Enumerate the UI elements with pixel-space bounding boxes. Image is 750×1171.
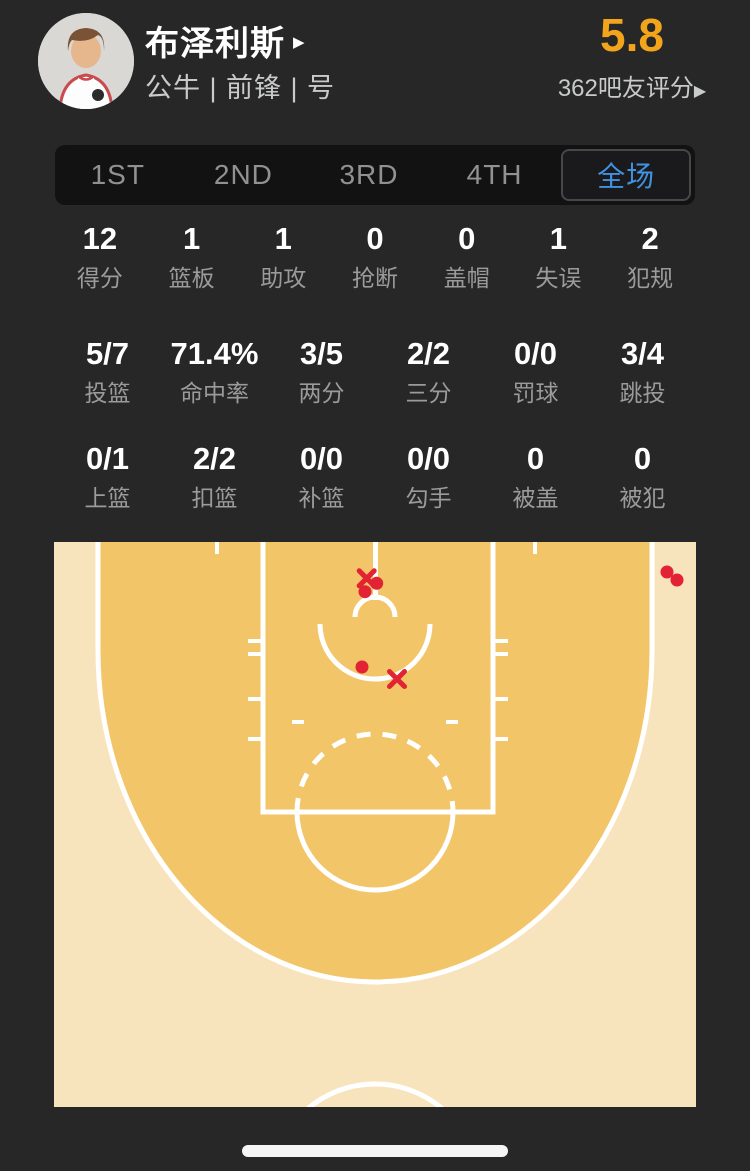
court-diagram xyxy=(54,536,696,1171)
stat-label: 失误 xyxy=(535,265,582,291)
shot-chart xyxy=(54,536,696,1171)
tab-1st[interactable]: 1ST xyxy=(90,159,145,190)
stat-3pt: 2/2 三分 xyxy=(375,336,482,407)
stat-label: 投篮 xyxy=(84,380,131,406)
tab-3rd[interactable]: 3RD xyxy=(339,159,399,190)
missed-shot-marker xyxy=(387,669,407,689)
stat-label: 篮板 xyxy=(168,265,215,291)
stat-value: 5/7 xyxy=(85,336,130,371)
stat-value: 2/2 xyxy=(406,336,451,371)
stat-label: 盖帽 xyxy=(443,265,490,291)
stat-value: 0/0 xyxy=(406,441,451,476)
stat-label: 抢断 xyxy=(351,265,398,291)
made-shot-marker xyxy=(670,573,684,587)
stat-value: 3/5 xyxy=(299,336,344,371)
made-shot-marker xyxy=(370,576,384,590)
stat-value: 12 xyxy=(82,221,118,256)
center-circle-arc xyxy=(269,1081,481,1171)
lane-hash-marks xyxy=(248,639,508,741)
rating-arrow-icon: ▶ xyxy=(693,83,707,100)
stat-value: 71.4% xyxy=(170,336,259,371)
home-indicator[interactable] xyxy=(242,1145,508,1157)
rating-block[interactable]: 5.8 362吧友评分▶ xyxy=(552,10,712,103)
tab-2nd[interactable]: 2ND xyxy=(213,159,273,190)
stat-assists: 1 助攻 xyxy=(237,221,329,292)
stat-blocked: 0 被盖 xyxy=(482,441,589,512)
player-avatar[interactable] xyxy=(38,13,134,109)
stat-value: 3/4 xyxy=(620,336,665,371)
player-name: 布泽利斯 xyxy=(145,24,285,63)
stat-value: 0/1 xyxy=(85,441,130,476)
stat-putback: 0/0 补篮 xyxy=(268,441,375,512)
rim-arch xyxy=(352,594,398,618)
stat-value: 0/0 xyxy=(513,336,558,371)
stat-label: 勾手 xyxy=(405,485,452,511)
stat-value: 0 xyxy=(366,221,384,256)
player-name-row[interactable]: 布泽利斯 ▶ xyxy=(145,20,305,63)
three-point-line xyxy=(95,542,655,985)
quarter-tabbar: 1ST 2ND 3RD 4TH 全场 xyxy=(55,145,695,205)
stat-steals: 0 抢断 xyxy=(329,221,421,292)
player-team-position: 公牛 | 前锋 | 号 xyxy=(145,73,336,103)
stat-jumpshot: 3/4 跳投 xyxy=(589,336,696,407)
made-shot-marker xyxy=(358,585,372,599)
stat-layup: 0/1 上篮 xyxy=(54,441,161,512)
stat-fg-pct: 71.4% 命中率 xyxy=(161,336,268,407)
stat-label: 上篮 xyxy=(84,485,131,511)
stat-fouls: 2 犯规 xyxy=(604,221,696,292)
free-throw-circle-bottom xyxy=(294,811,456,893)
stat-label: 命中率 xyxy=(180,380,249,406)
stat-value: 0 xyxy=(526,441,545,476)
stat-label: 被盖 xyxy=(512,485,559,511)
stats-row-shot-types: 0/1 上篮 2/2 扣篮 0/0 补篮 0/0 勾手 0 被盖 0 被犯 xyxy=(54,441,696,512)
stat-label: 补篮 xyxy=(298,485,345,511)
shot-markers xyxy=(355,565,684,689)
tab-4th[interactable]: 4TH xyxy=(466,159,523,190)
free-throw-circle-top xyxy=(294,731,456,813)
rating-value: 5.8 xyxy=(600,9,664,61)
stat-value: 0 xyxy=(458,221,476,256)
stat-value: 1 xyxy=(182,221,201,256)
stat-value: 1 xyxy=(274,221,292,256)
stat-turnovers: 1 失误 xyxy=(513,221,605,292)
stat-value: 1 xyxy=(549,221,568,256)
stat-fouled: 0 被犯 xyxy=(589,441,696,512)
stat-label: 得分 xyxy=(76,265,123,291)
player-photo xyxy=(38,13,134,109)
stat-fg: 5/7 投篮 xyxy=(54,336,161,407)
stat-label: 三分 xyxy=(405,380,452,406)
stat-value: 0/0 xyxy=(299,441,344,476)
stat-label: 两分 xyxy=(298,380,345,406)
rating-source-label: 362吧友评分 xyxy=(557,75,694,102)
stat-dunk: 2/2 扣篮 xyxy=(161,441,268,512)
stat-value: 0 xyxy=(633,441,652,476)
stat-value: 2/2 xyxy=(192,441,237,476)
stat-value: 2 xyxy=(641,221,659,256)
stat-label: 扣篮 xyxy=(191,485,238,511)
stat-hook: 0/0 勾手 xyxy=(375,441,482,512)
stat-rebounds: 1 篮板 xyxy=(146,221,238,292)
stat-ft: 0/0 罚球 xyxy=(482,336,589,407)
stat-2pt: 3/5 两分 xyxy=(268,336,375,407)
stat-label: 罚球 xyxy=(512,380,559,406)
stat-blocks: 0 盖帽 xyxy=(421,221,513,292)
name-arrow-icon: ▶ xyxy=(293,33,305,51)
restricted-area-arc xyxy=(317,623,433,682)
stat-label: 犯规 xyxy=(627,265,674,291)
stats-row-shooting: 5/7 投篮 71.4% 命中率 3/5 两分 2/2 三分 0/0 罚球 3/4 跳投 xyxy=(54,336,696,407)
rating-source[interactable]: 362吧友评分▶ xyxy=(552,68,712,103)
stat-label: 跳投 xyxy=(619,380,666,406)
stat-label: 被犯 xyxy=(619,485,666,511)
court-inside-three-area xyxy=(98,542,652,982)
stats-row-basic: 12 得分 1 篮板 1 助攻 0 抢断 0 盖帽 1 失误 2 犯规 xyxy=(54,221,696,292)
stat-label: 助攻 xyxy=(260,265,307,291)
made-shot-marker xyxy=(660,565,674,579)
stat-points: 12 得分 xyxy=(54,221,146,292)
tab-full-game[interactable]: 全场 xyxy=(561,149,691,201)
made-shot-marker xyxy=(355,660,369,674)
